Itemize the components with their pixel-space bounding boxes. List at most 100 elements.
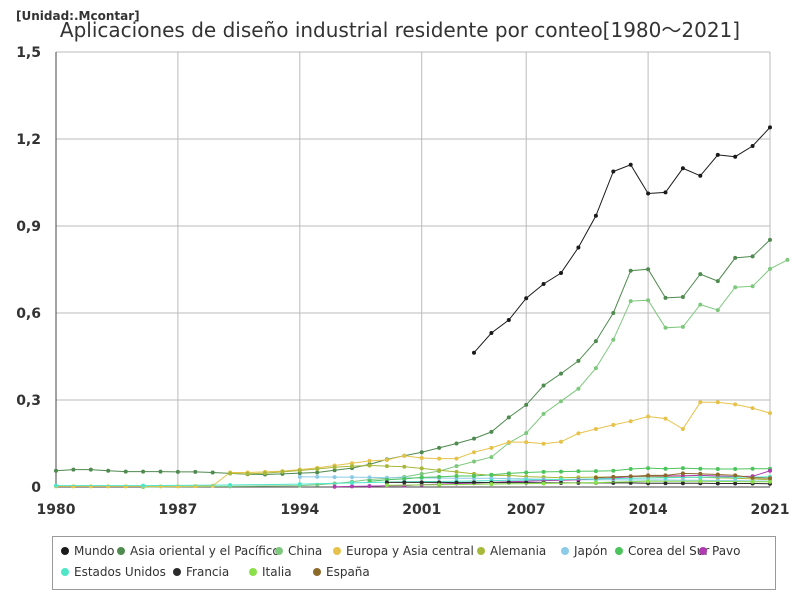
data-point [454, 441, 459, 446]
data-point [437, 445, 442, 450]
data-point [698, 173, 703, 178]
data-point [768, 125, 772, 130]
legend-label: Mundo [74, 544, 115, 558]
data-point [541, 481, 546, 486]
data-point [506, 440, 511, 445]
data-point [750, 284, 755, 289]
data-point [193, 469, 198, 474]
legend-item: Mundo [61, 544, 115, 558]
data-point [210, 470, 215, 475]
y-tick-label: 0,6 [16, 306, 41, 322]
data-point [350, 464, 354, 469]
data-point [559, 371, 563, 376]
legend-label: Pavo [712, 544, 741, 558]
data-point [419, 456, 424, 460]
data-point [297, 468, 302, 473]
data-point [506, 476, 511, 481]
legend-label: China [288, 544, 323, 558]
legend-item: Italia [249, 565, 292, 579]
data-point [628, 474, 633, 479]
data-point [88, 467, 93, 472]
legend-label: España [326, 565, 370, 579]
data-point [454, 480, 459, 485]
data-point [228, 483, 233, 487]
data-point [541, 383, 546, 388]
data-point [698, 471, 703, 476]
data-point [384, 464, 389, 469]
data-point [628, 162, 633, 167]
legend-item: China [275, 544, 322, 558]
data-point [680, 295, 685, 299]
data-point [106, 484, 111, 489]
data-point [715, 308, 720, 313]
x-tick-label: 1987 [158, 502, 197, 518]
data-point [489, 472, 494, 477]
data-point [541, 469, 546, 474]
data-point [454, 464, 459, 469]
data-point [315, 470, 320, 475]
legend-item: Alemania [477, 544, 546, 558]
data-point [733, 285, 738, 290]
data-point [472, 459, 476, 464]
data-point [628, 419, 633, 424]
data-point [576, 386, 581, 391]
data-point [472, 480, 476, 485]
data-point [454, 456, 459, 461]
legend-marker [249, 567, 257, 576]
data-point [611, 480, 616, 485]
data-point [367, 463, 372, 468]
data-point [559, 399, 563, 404]
data-point [593, 213, 598, 218]
data-point [576, 431, 581, 436]
data-point [715, 152, 720, 157]
legend-marker [313, 567, 321, 576]
legend-label: Francia [186, 565, 230, 579]
data-point [280, 469, 285, 474]
data-point [437, 468, 442, 473]
data-point [646, 466, 651, 471]
data-point [715, 400, 720, 405]
data-point [367, 484, 372, 489]
data-point [663, 325, 668, 330]
data-point [384, 458, 389, 462]
data-point [733, 473, 738, 478]
y-tick-label: 1,5 [16, 45, 41, 61]
data-point [750, 144, 755, 148]
data-point [733, 467, 738, 471]
data-point [210, 483, 215, 488]
data-point [437, 482, 442, 487]
data-point [593, 366, 598, 371]
data-point [593, 339, 598, 344]
data-point [315, 467, 320, 471]
data-point [332, 465, 337, 470]
data-point [332, 475, 337, 480]
data-point [454, 474, 459, 478]
data-point [367, 475, 372, 480]
legend-item: Europa y Asia central [333, 544, 474, 558]
legend-marker [173, 567, 181, 576]
legend-marker [61, 567, 69, 576]
data-point [576, 245, 581, 250]
data-point [88, 484, 93, 489]
data-point [733, 255, 738, 260]
data-point [680, 427, 685, 431]
data-point [71, 484, 76, 489]
y-tick-label: 0,3 [16, 393, 41, 409]
x-tick-label: 2001 [402, 502, 441, 518]
data-point [768, 479, 772, 484]
data-point [750, 254, 755, 259]
data-point [715, 279, 720, 284]
data-point [524, 470, 529, 475]
data-point [698, 302, 703, 307]
series-line [143, 259, 788, 488]
x-tick-label: 1980 [37, 502, 76, 518]
data-point [768, 468, 772, 473]
data-point [472, 450, 476, 455]
data-point [350, 461, 354, 466]
legend-item: Estados Unidos [61, 565, 166, 579]
y-tick-label: 1,2 [16, 132, 41, 148]
data-point [350, 475, 354, 480]
data-point [419, 480, 424, 485]
data-point [402, 476, 407, 481]
